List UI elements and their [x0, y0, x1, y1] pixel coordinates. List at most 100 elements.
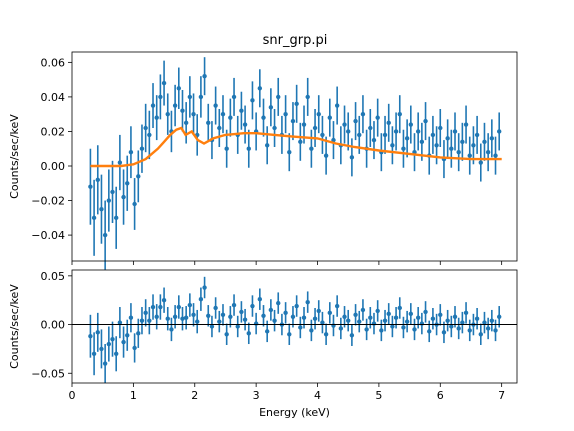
residual-point	[463, 310, 469, 316]
spectrum-x-ticks	[71, 261, 503, 265]
x-tick-label: 6	[437, 389, 444, 402]
residual-point	[106, 341, 112, 347]
spectrum-data-point	[198, 94, 204, 100]
spectrum-data-point	[125, 181, 130, 186]
residual-point	[290, 314, 296, 319]
residuals-y-axis: −0.05 0.00 0.05	[31, 270, 72, 380]
residual-point	[485, 326, 491, 331]
spectrum-data-point	[99, 206, 104, 212]
spectrum-data-point	[102, 232, 108, 238]
spectrum-data-point	[467, 153, 472, 158]
residual-point	[404, 319, 410, 324]
residual-point	[198, 297, 204, 302]
residual-point	[489, 318, 495, 323]
spectrum-data-point	[493, 153, 498, 158]
residual-point	[438, 312, 443, 318]
residual-point	[117, 320, 123, 325]
spectrum-data-point	[430, 132, 436, 138]
spectrum-data-point	[382, 132, 388, 138]
residual-point	[91, 351, 97, 356]
y-tick-label: 0.02	[41, 125, 66, 138]
spectrum-data-point	[312, 125, 318, 131]
residual-point	[99, 346, 104, 352]
residual-point	[474, 316, 480, 321]
residual-point	[128, 315, 134, 320]
residual-point	[272, 318, 277, 323]
spectrum-data-point	[283, 111, 288, 117]
spectrum-data-point	[460, 139, 465, 145]
residual-point	[154, 314, 159, 319]
residual-point	[165, 316, 170, 321]
residual-point	[231, 302, 237, 308]
residual-point	[368, 315, 373, 320]
residual-point	[294, 303, 299, 309]
spectrum-data-point	[349, 155, 355, 160]
spectrum-data-point	[368, 125, 373, 131]
spectrum-data-point	[346, 129, 351, 134]
spectrum-data-point	[305, 94, 310, 100]
residual-point	[390, 324, 395, 329]
spectrum-data-point	[485, 149, 491, 155]
residual-point	[183, 315, 189, 320]
residual-point	[261, 313, 266, 318]
residual-point	[334, 303, 340, 309]
x-tick-label: 3	[253, 389, 260, 402]
residual-point	[253, 321, 259, 326]
residual-point	[195, 319, 200, 324]
spectrum-data-point	[482, 139, 487, 145]
residual-point	[493, 328, 498, 333]
spectrum-data-point	[128, 149, 134, 155]
y-tick-label: 0.06	[41, 56, 66, 69]
spectrum-data-point	[327, 115, 332, 120]
spectrum-data-point	[497, 129, 502, 134]
residual-point	[482, 320, 487, 325]
residual-point	[386, 311, 391, 317]
spectrum-data-point	[183, 120, 189, 126]
spectrum-data-point	[342, 122, 347, 127]
spectrum-data-point	[121, 194, 126, 200]
residual-point	[364, 327, 369, 332]
residual-point	[430, 316, 436, 321]
y-tick-label: 0.05	[41, 270, 66, 283]
spectrum-data-point	[231, 94, 237, 100]
residual-point	[305, 299, 310, 305]
residual-point	[419, 321, 425, 326]
spectrum-data-point	[357, 132, 362, 138]
residual-point	[360, 307, 366, 313]
residual-point	[176, 304, 181, 310]
residual-point	[393, 315, 399, 320]
residual-point	[460, 320, 465, 325]
residual-point	[158, 304, 163, 310]
residual-point	[449, 324, 454, 329]
spectrum-data-point	[228, 115, 233, 120]
residual-point	[242, 317, 248, 322]
residual-point	[228, 314, 233, 319]
spectrum-data-point	[371, 137, 377, 143]
residual-point	[397, 305, 402, 311]
residual-point	[209, 324, 215, 329]
residual-point	[371, 321, 377, 326]
spectrum-data-point	[117, 160, 123, 165]
spectrum-data-point	[301, 122, 307, 127]
spectrum-data-point	[246, 146, 251, 151]
spectrum-data-series	[88, 57, 502, 270]
chart-title: snr_grp.pi	[263, 33, 328, 48]
residual-point	[323, 332, 329, 337]
residual-point	[441, 330, 447, 335]
spectrum-data-point	[110, 189, 115, 195]
spectrum-data-point	[331, 137, 336, 143]
spectrum-data-point	[298, 139, 303, 145]
spectrum-data-point	[474, 132, 480, 138]
residual-point	[143, 310, 148, 316]
spectrum-data-point	[187, 94, 193, 100]
residual-point	[202, 285, 207, 290]
residual-point	[349, 333, 355, 338]
spectrum-data-point	[397, 111, 402, 117]
spectrum-data-point	[180, 108, 185, 113]
spectrum-data-point	[154, 115, 159, 120]
y-tick-label: 0.00	[41, 319, 66, 332]
spectrum-data-point	[272, 125, 277, 131]
residual-point	[102, 361, 108, 366]
spectrum-data-point	[334, 103, 340, 108]
